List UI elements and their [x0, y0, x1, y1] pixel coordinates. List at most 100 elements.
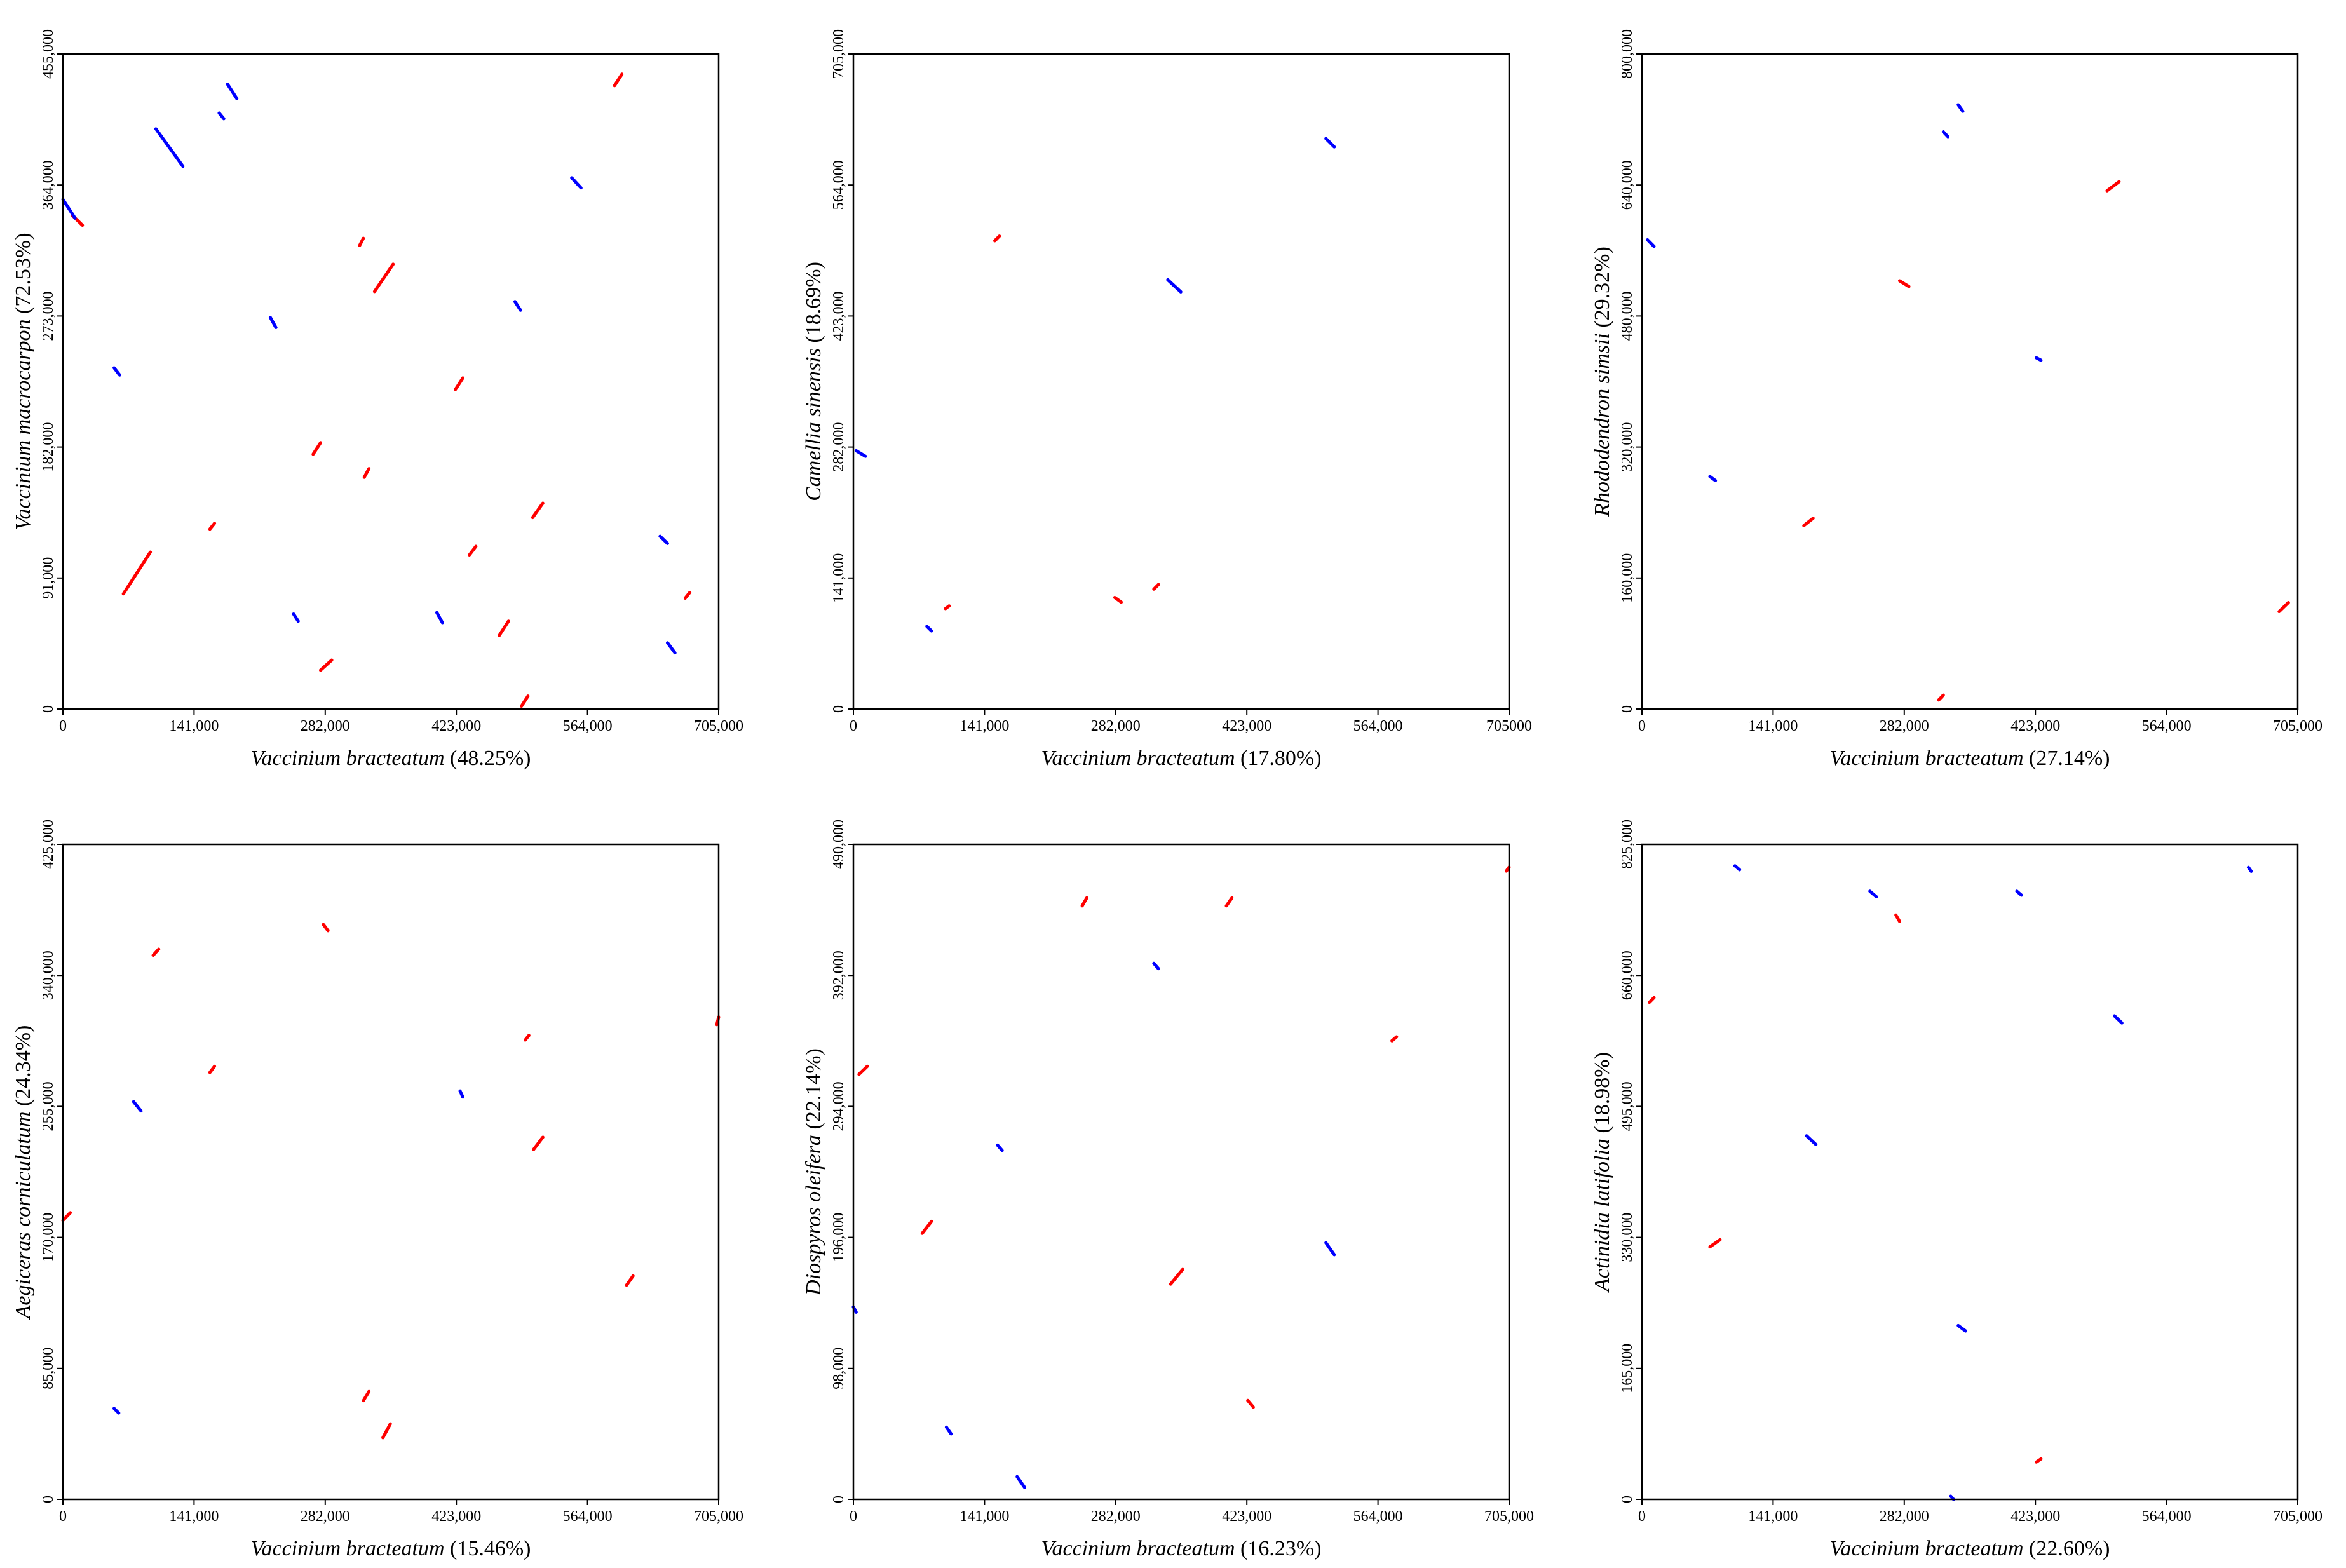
alignment-segment [1246, 1398, 1255, 1409]
dot-plot: 0 141,000 282,000 423,000 564,000 705,000 0 160… [1590, 29, 2322, 770]
y-tick-label: 640,000 [1619, 160, 1636, 210]
y-tick-label: 320,000 [1619, 422, 1636, 472]
alignment-segment [996, 1143, 1004, 1152]
alignment-segment [362, 467, 371, 479]
alignment-segment [2035, 1457, 2043, 1464]
alignment-segment [1224, 896, 1234, 908]
x-tick-label: 705,000 [1484, 1508, 1534, 1525]
alignment-segment [532, 1135, 545, 1151]
alignment-segment [1324, 1241, 1336, 1257]
y-tick-label: 423,000 [831, 291, 847, 341]
alignment-segment [208, 522, 217, 531]
y-label-share: (24.34%) [11, 1025, 35, 1106]
x-tick-label: 423,000 [431, 1508, 481, 1525]
alignment-segment [1080, 896, 1088, 908]
alignment-segment [925, 625, 933, 633]
alignment-segment [132, 1100, 143, 1113]
x-label-species: Vaccinium bracteatum [1830, 747, 2024, 770]
alignment-segment [112, 1407, 121, 1415]
alignment-segment [208, 1064, 217, 1074]
y-label-share: (22.14%) [802, 1048, 825, 1129]
alignment-segment [498, 619, 510, 637]
y-label-share: (29.32%) [1590, 247, 1614, 327]
x-tick-label: 0 [1638, 718, 1646, 734]
y-tick-label: 98,000 [831, 1348, 847, 1389]
alignment-segment [322, 923, 330, 933]
y-tick-label: 0 [831, 705, 847, 713]
alignment-segment [468, 544, 478, 557]
x-tick-label: 564,000 [1353, 1508, 1403, 1525]
alignment-segment [993, 234, 1001, 243]
y-tick-label: 0 [40, 1496, 57, 1503]
alignment-segment [944, 1425, 953, 1436]
x-tick-label: 564,000 [563, 1508, 613, 1525]
alignment-segment [2015, 889, 2023, 897]
y-tick-label: 160,000 [1619, 553, 1636, 603]
alignment-segment [2105, 180, 2121, 193]
alignment-segment [1868, 889, 1878, 898]
alignment-segment [217, 111, 226, 121]
y-tick-label: 364,000 [40, 160, 57, 210]
y-tick-label: 282,000 [831, 422, 847, 472]
x-axis-label: Vaccinium bracteatum (15.46%) [251, 1537, 531, 1560]
x-tick-label: 141,000 [1748, 1508, 1798, 1525]
alignment-segment [613, 72, 624, 88]
alignment-segment [454, 376, 464, 391]
x-axis-label: Vaccinium bracteatum (16.23%) [1041, 1537, 1322, 1560]
alignment-segment [358, 236, 365, 247]
alignment-segment [458, 1089, 464, 1099]
y-tick-label: 170,000 [40, 1213, 57, 1262]
y-tick-label: 800,000 [1619, 29, 1636, 79]
alignment-segment [1166, 278, 1183, 294]
alignment-segment [944, 604, 951, 611]
alignment-segment [1169, 1267, 1184, 1286]
x-tick-label: 282,000 [301, 1508, 350, 1525]
y-tick-label: 255,000 [40, 1081, 57, 1131]
x-tick-label: 282,000 [1091, 1508, 1141, 1525]
x-axis-label: Vaccinium bracteatum (27.14%) [1830, 747, 2110, 770]
x-tick-label: 705,000 [694, 718, 743, 734]
y-tick-label: 825,000 [1619, 820, 1636, 869]
y-axis-label: Diospyros oleifera (22.14%) [802, 1048, 825, 1296]
x-tick-label: 564,000 [2142, 1508, 2192, 1525]
y-label-species: Camellia sinensis [802, 348, 825, 501]
x-tick-label: 141,000 [959, 718, 1009, 734]
y-label-share: (18.69%) [802, 262, 825, 342]
alignment-segment [1733, 864, 1742, 872]
x-tick-label: 0 [1638, 1508, 1646, 1525]
alignment-segment [1956, 1323, 1967, 1333]
x-tick-label: 423,000 [1222, 1508, 1271, 1525]
y-tick-label: 196,000 [831, 1213, 847, 1262]
alignment-segment [362, 1389, 371, 1403]
y-tick-label: 660,000 [1619, 950, 1636, 1000]
alignment-segment [570, 176, 583, 190]
x-tick-label: 282,000 [1880, 718, 1929, 734]
alignment-segment [520, 694, 530, 708]
y-tick-label: 85,000 [40, 1348, 57, 1389]
alignment-segment [1646, 238, 1656, 248]
y-label-species: Aegiceras corniculatum [11, 1112, 35, 1320]
alignment-segment [154, 127, 185, 168]
alignment-segment [226, 83, 239, 100]
alignment-segment [2246, 865, 2253, 873]
alignment-segment [513, 300, 522, 312]
y-tick-label: 165,000 [1619, 1344, 1636, 1393]
y-tick-label: 425,000 [40, 820, 57, 869]
x-tick-label: 282,000 [1091, 718, 1141, 734]
alignment-segment [292, 612, 300, 623]
x-label-share: (22.60%) [2029, 1537, 2110, 1560]
dot-plot: 0 141,000 282,000 423,000 564,000 705,000 0 91,… [11, 29, 743, 770]
y-label-species: Actinidia latifolia [1590, 1139, 1614, 1293]
y-tick-label: 480,000 [1619, 291, 1636, 341]
y-axis-label: Vaccinium macrocarpon (72.53%) [11, 233, 35, 530]
plot-frame [852, 843, 1510, 1501]
alignment-segment [1802, 517, 1815, 527]
x-tick-label: 141,000 [1748, 718, 1798, 734]
y-tick-label: 91,000 [40, 557, 57, 599]
x-label-species: Vaccinium bracteatum [251, 1537, 445, 1560]
plot-frame [62, 53, 720, 710]
alignment-segment [311, 441, 322, 456]
dot-plot: 0 141,000 282,000 423,000 564,000 705,000 0 98,… [802, 820, 1534, 1560]
y-axis-label: Camellia sinensis (18.69%) [802, 262, 825, 501]
